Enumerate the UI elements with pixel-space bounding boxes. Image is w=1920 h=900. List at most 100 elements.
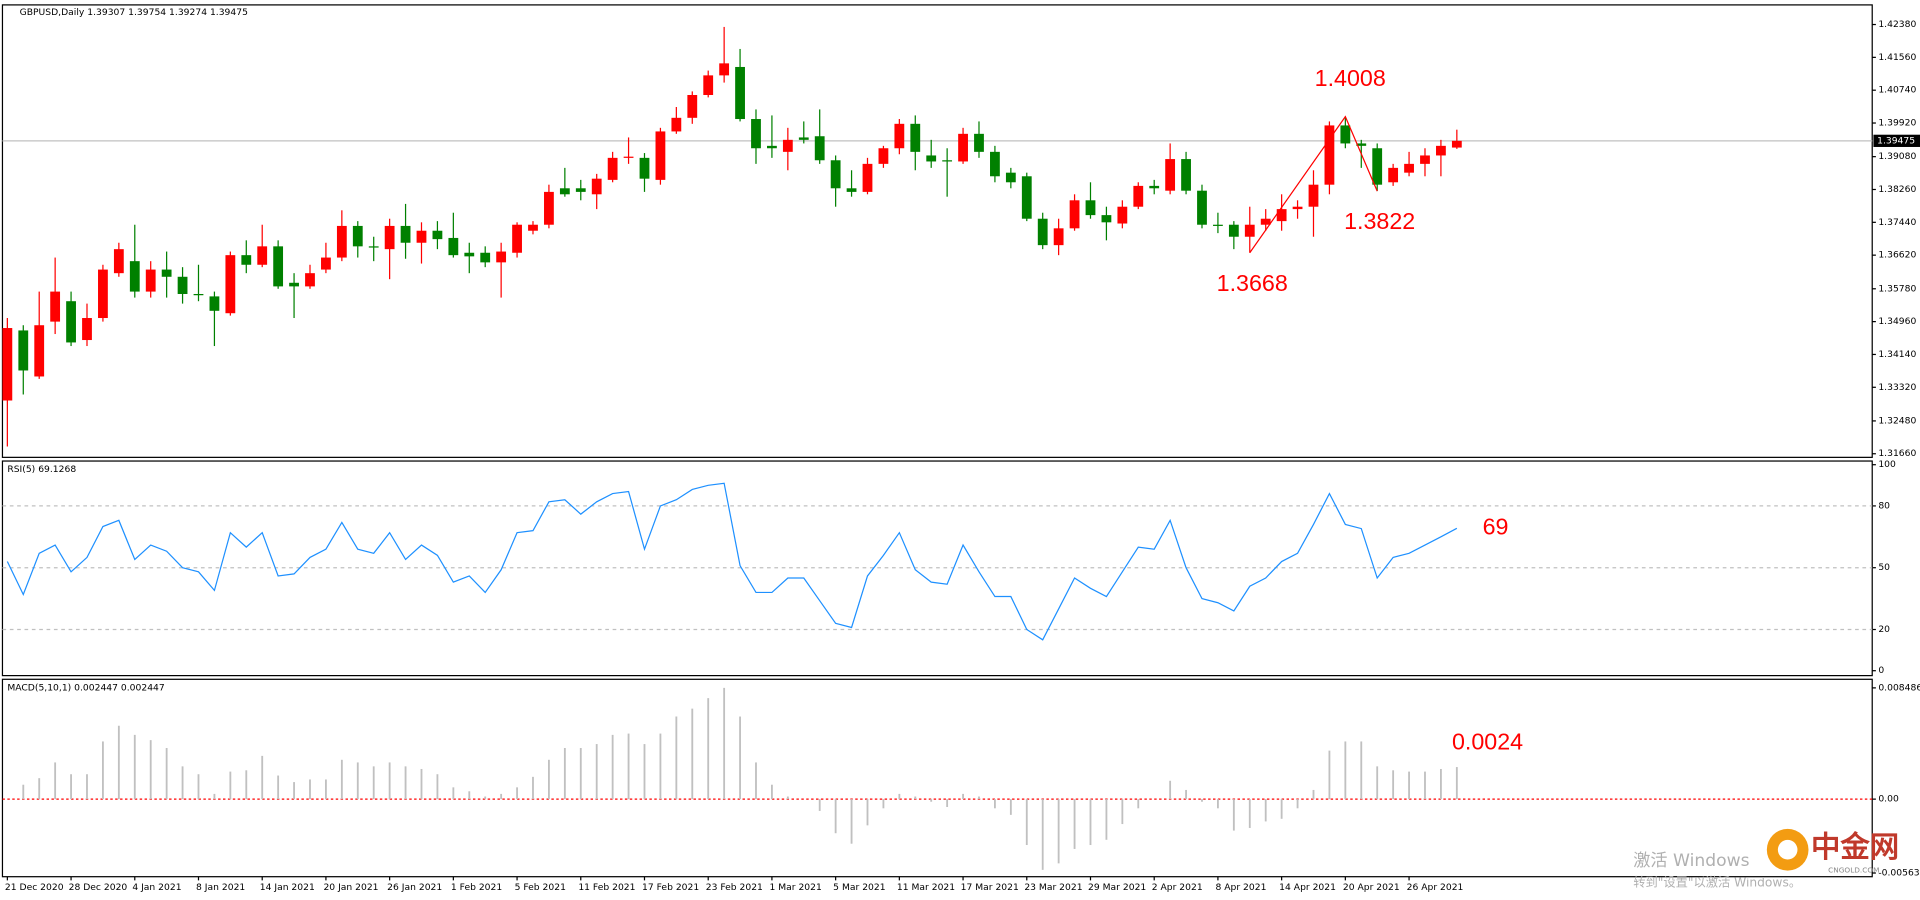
x-tick-label: 29 Mar 2021 — [1088, 882, 1146, 893]
candle-body — [735, 66, 745, 120]
y-tick-label: 50 — [1878, 562, 1890, 573]
candle-body — [113, 249, 124, 274]
candle-body — [607, 157, 618, 180]
candle-body — [1372, 148, 1383, 185]
candle-body — [1324, 125, 1335, 185]
candle-body — [767, 145, 777, 149]
candle-body — [161, 269, 172, 277]
x-tick-label: 5 Mar 2021 — [833, 882, 885, 893]
candle-body — [1213, 224, 1223, 226]
candle-body — [1388, 167, 1399, 183]
y-tick-label: 1.35780 — [1878, 283, 1916, 294]
candle-body — [1085, 200, 1096, 216]
y-tick-label: 1.31660 — [1878, 448, 1916, 459]
candle-body — [384, 225, 395, 250]
candle-body — [671, 117, 682, 132]
candle-body — [512, 224, 522, 253]
candle-body — [98, 269, 108, 319]
candle-body — [305, 273, 315, 287]
candle-body — [1260, 218, 1271, 225]
y-tick-label: 1.32480 — [1878, 415, 1916, 426]
candle-body — [575, 188, 586, 192]
current-price-box — [1873, 134, 1920, 147]
x-tick-label: 21 Dec 2020 — [5, 882, 64, 893]
candle-body — [1149, 185, 1160, 189]
y-tick-label: 20 — [1878, 624, 1890, 635]
candle-body — [1117, 206, 1128, 224]
candle-body — [830, 160, 841, 189]
x-tick-label: 1 Mar 2021 — [769, 882, 821, 893]
candle-body — [910, 123, 921, 152]
candle-body — [894, 123, 905, 149]
candle-body — [225, 255, 236, 314]
candle-body — [559, 188, 570, 195]
candle-body — [448, 237, 459, 256]
macd-pane — [1, 678, 1873, 878]
candle-body — [177, 276, 188, 294]
x-tick-label: 8 Apr 2021 — [1215, 882, 1266, 893]
candle-body — [655, 131, 666, 180]
candle-body — [1037, 218, 1048, 246]
candle-body — [974, 133, 984, 152]
y-tick-label: 1.37440 — [1878, 217, 1916, 228]
candle-body — [34, 325, 45, 377]
candle-body — [687, 94, 698, 118]
candle-body — [1133, 185, 1144, 207]
candle-body — [400, 225, 411, 243]
candle-body — [368, 246, 379, 248]
candle-body — [1436, 145, 1446, 156]
candle-body — [1308, 184, 1319, 207]
y-tick-label: 0.00 — [1878, 794, 1899, 805]
main-pane — [1, 4, 1873, 458]
y-tick-label: 1.36620 — [1878, 250, 1916, 261]
candle-body — [496, 251, 507, 263]
candle-body — [129, 261, 140, 292]
candle-body — [352, 225, 363, 247]
x-tick-label: 23 Mar 2021 — [1024, 882, 1082, 893]
candle-body — [703, 75, 714, 95]
main-title: GBPUSD,Daily 1.39307 1.39754 1.39274 1.3… — [20, 7, 248, 18]
rsi-annotation: 69 — [1483, 514, 1509, 540]
logo-site: CNGOLD.COM — [1828, 866, 1879, 875]
logo-name: 中金网 — [1811, 830, 1899, 864]
y-tick-label: 100 — [1878, 459, 1896, 470]
candle-body — [814, 136, 825, 161]
x-tick-label: 11 Mar 2021 — [897, 882, 955, 893]
candle-body — [257, 246, 268, 265]
candle-body — [289, 282, 299, 287]
candle-body — [1404, 163, 1414, 173]
y-tick-label: 1.33320 — [1878, 382, 1916, 393]
y-tick-label: 0 — [1878, 665, 1884, 676]
y-tick-label: -0.005636 — [1878, 868, 1920, 879]
price-annotation: 1.4008 — [1315, 65, 1386, 91]
candle-body — [942, 160, 953, 162]
candle-body — [1181, 159, 1191, 191]
candle-body — [591, 178, 602, 195]
candle-body — [1340, 125, 1351, 144]
candle-body — [544, 191, 554, 225]
candle-body — [336, 225, 347, 258]
logo-icon-inner — [1777, 839, 1798, 860]
rsi-title: RSI(5) 69.1268 — [7, 464, 76, 475]
y-tick-label: 1.40740 — [1878, 85, 1916, 96]
y-tick-label: 1.39080 — [1878, 151, 1916, 162]
candle-body — [416, 230, 427, 243]
candle-body — [209, 296, 220, 311]
x-tick-label: 26 Jan 2021 — [387, 882, 442, 893]
x-tick-label: 17 Mar 2021 — [961, 882, 1019, 893]
candle-body — [50, 291, 61, 322]
y-tick-label: 0.008486 — [1878, 682, 1920, 693]
candle-body — [480, 252, 491, 263]
candle-body — [782, 139, 793, 152]
x-tick-label: 2 Apr 2021 — [1152, 882, 1203, 893]
candle-body — [1292, 206, 1303, 210]
x-tick-label: 23 Feb 2021 — [706, 882, 763, 893]
candle-body — [623, 156, 634, 158]
y-tick-label: 1.38260 — [1878, 184, 1916, 195]
macd-title: MACD(5,10,1) 0.002447 0.002447 — [7, 682, 165, 693]
zigzag — [1249, 115, 1378, 254]
x-tick-label: 28 Dec 2020 — [69, 882, 128, 893]
rsi-line — [6, 482, 1458, 641]
macd-annotation: 0.0024 — [1452, 728, 1523, 754]
